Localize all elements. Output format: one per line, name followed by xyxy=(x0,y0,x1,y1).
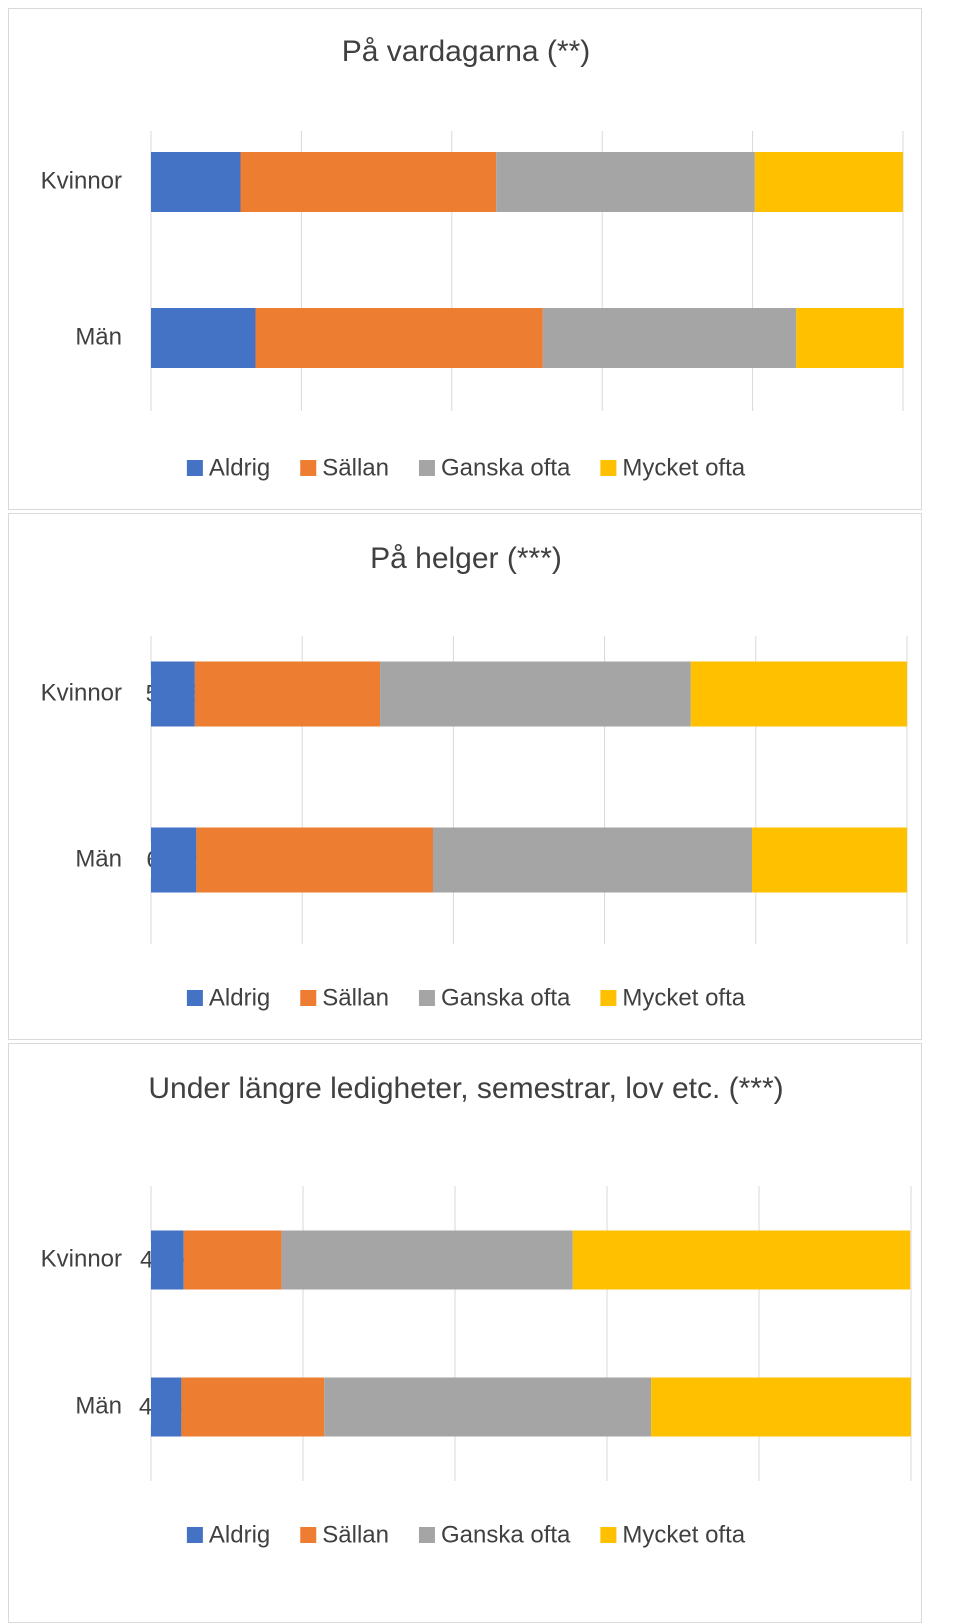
category-label: Män xyxy=(75,1392,122,1419)
bar-segment xyxy=(572,1230,911,1290)
legend-label: Aldrig xyxy=(209,984,270,1011)
chart-title: På helger (***) xyxy=(370,542,562,575)
category-label: Kvinnor xyxy=(41,679,122,706)
legend-label: Mycket ofta xyxy=(622,1521,745,1548)
legend-swatch xyxy=(300,1527,317,1543)
bar-segment xyxy=(542,308,797,368)
bar-segment xyxy=(151,1377,182,1437)
category-label: Kvinnor xyxy=(41,1245,122,1272)
legend-swatch xyxy=(418,460,435,476)
legend-label: Sällan xyxy=(322,454,389,481)
bar-segment xyxy=(754,152,903,212)
chart-panel: 5,8%24,5%41,1%28,6%6,0%31,3%42,2%20,5%Kv… xyxy=(8,513,922,1040)
chart-panel: 4,3%12,9%38,3%44,4%4,0%18,8%43,0%34,2%Kv… xyxy=(8,1043,922,1623)
legend-label: Aldrig xyxy=(209,454,270,481)
bar-segment xyxy=(324,1377,652,1437)
legend-label: Mycket ofta xyxy=(622,454,745,481)
chart: 4,3%12,9%38,3%44,4%4,0%18,8%43,0%34,2%Kv… xyxy=(41,1186,912,1548)
bar-segment xyxy=(380,661,691,727)
bar-segment xyxy=(651,1377,911,1437)
bar-segment xyxy=(690,661,907,727)
legend-label: Mycket ofta xyxy=(622,984,745,1011)
legend-swatch xyxy=(186,990,203,1006)
legend-swatch xyxy=(600,990,617,1006)
legend-label: Aldrig xyxy=(209,1521,270,1548)
legend: Aldrig Sällan Ganska ofta Mycket ofta xyxy=(186,984,746,1011)
legend-swatch xyxy=(300,990,317,1006)
legend-label: Ganska ofta xyxy=(441,454,571,481)
legend-swatch xyxy=(186,460,203,476)
bar-segment xyxy=(194,661,381,727)
legend-swatch xyxy=(300,460,317,476)
bar-segment xyxy=(255,308,543,368)
bar-segment xyxy=(183,1230,282,1290)
legend: Aldrig Sällan Ganska ofta Mycket ofta xyxy=(186,454,746,481)
bar-segment xyxy=(281,1230,573,1290)
category-label: Män xyxy=(75,323,122,350)
bar-segment xyxy=(151,827,197,893)
bar-segment xyxy=(196,827,433,893)
legend-swatch xyxy=(600,1527,617,1543)
chart-panel: 11,9%34,0%34,4%19,7%13,9%38,2%33,7%14,3%… xyxy=(8,8,922,510)
legend-swatch xyxy=(186,1527,203,1543)
category-label: Kvinnor xyxy=(41,167,122,194)
legend-label: Ganska ofta xyxy=(441,1521,571,1548)
legend-swatch xyxy=(418,990,435,1006)
category-label: Män xyxy=(75,845,122,872)
legend-label: Sällan xyxy=(322,984,389,1011)
bar-segment xyxy=(151,152,241,212)
chart-title: På vardagarna (**) xyxy=(341,35,591,68)
bar-segment xyxy=(240,152,497,212)
legend: Aldrig Sällan Ganska ofta Mycket ofta xyxy=(186,1521,746,1548)
legend-label: Sällan xyxy=(322,1521,389,1548)
bar-segment xyxy=(181,1377,325,1437)
legend-swatch xyxy=(418,1527,435,1543)
chart-title: Under längre ledigheter, semestrar, lov … xyxy=(148,1072,784,1105)
bar-segment xyxy=(151,661,195,727)
bar-segment xyxy=(796,308,904,368)
bar-segment xyxy=(432,827,753,893)
bar-segment xyxy=(151,1230,184,1290)
chart: 11,9%34,0%34,4%19,7%13,9%38,2%33,7%14,3%… xyxy=(41,131,904,481)
bar-segment xyxy=(496,152,755,212)
bar-segment xyxy=(151,308,256,368)
legend-label: Ganska ofta xyxy=(441,984,571,1011)
bar-segment xyxy=(752,827,907,893)
chart: 5,8%24,5%41,1%28,6%6,0%31,3%42,2%20,5%Kv… xyxy=(41,636,908,1011)
legend-swatch xyxy=(600,460,617,476)
